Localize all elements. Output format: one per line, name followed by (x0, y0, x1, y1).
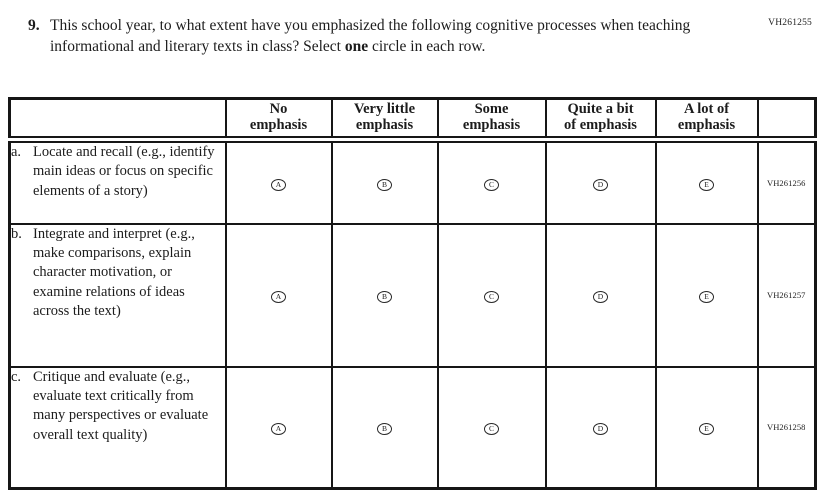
col-header-line: of emphasis (564, 117, 637, 134)
row-c-answer-circle-b[interactable]: B (377, 423, 392, 436)
row-a-answer-circle-b[interactable]: B (377, 178, 392, 191)
table-row-a: a. Locate and recall (e.g., identify mai… (8, 138, 817, 225)
row-b-answer-circle-a[interactable]: A (271, 290, 286, 303)
col-header-line: emphasis (462, 117, 521, 134)
row-b-answer-circle-b[interactable]: B (377, 290, 392, 303)
header-row: No emphasis Very little emphasis Some empha… (8, 97, 817, 144)
table-row-c: c. Critique and evaluate (e.g., evaluate… (8, 365, 817, 490)
col-header-line: Some (474, 101, 509, 118)
col-header-line: A lot of (683, 101, 730, 118)
row-a-answer-circle-a[interactable]: A (271, 178, 286, 191)
table-row-b: b. Integrate and interpret (e.g., make c… (8, 222, 817, 368)
question-text-bold-word: one (344, 38, 369, 56)
row-b-answer-circle-c[interactable]: C (484, 290, 499, 303)
question-text-part2: circle in each row. (368, 38, 486, 56)
col-header-line: Quite a bit (567, 101, 634, 118)
row-c-letter: c. (11, 368, 22, 385)
question-block: 9. This school year, to what extent have… (28, 15, 728, 57)
row-c-answer-circle-e[interactable]: E (699, 423, 714, 436)
question-text-part1: This school year, to what extent have yo… (50, 17, 691, 56)
col-header-line: Very little (353, 101, 416, 118)
row-b-letter: b. (11, 225, 22, 242)
row-b-answer-circle-d[interactable]: D (593, 290, 608, 303)
row-c-label-text: Critique and evaluate (e.g., evaluate te… (33, 368, 209, 443)
header-empty-label-cell (8, 97, 227, 144)
col-header-a-lot-of-emphasis: A lot of emphasis (654, 97, 759, 144)
header-empty-code-cell (756, 97, 817, 144)
row-a-answer-circle-e[interactable]: E (699, 178, 714, 191)
question-number: 9. (28, 17, 40, 34)
form-code-top-right: VH261255 (768, 18, 812, 28)
row-b-label: b. Integrate and interpret (e.g., make c… (8, 222, 227, 368)
col-header-no-emphasis: No emphasis (224, 97, 333, 144)
row-a-label-text: Locate and recall (e.g., identify main i… (33, 144, 215, 199)
row-c-label: c. Critique and evaluate (e.g., evaluate… (8, 365, 227, 490)
col-header-line: No (269, 101, 288, 118)
row-a-answer-circle-c[interactable]: C (484, 178, 499, 191)
row-a-label: a. Locate and recall (e.g., identify mai… (8, 138, 227, 225)
col-header-some-emphasis: Some emphasis (436, 97, 547, 144)
row-c-answer-circle-a[interactable]: A (271, 423, 286, 436)
col-header-quite-a-bit-of-emphasis: Quite a bit of emphasis (544, 97, 657, 144)
row-b-answer-circle-e[interactable]: E (699, 290, 714, 303)
question-text: This school year, to what extent have yo… (50, 15, 718, 57)
row-a-letter: a. (11, 144, 22, 161)
row-b-code: VH261257 (756, 222, 817, 368)
col-header-line: emphasis (355, 117, 414, 134)
row-b-label-text: Integrate and interpret (e.g., make comp… (33, 225, 195, 320)
row-c-answer-circle-d[interactable]: D (593, 423, 608, 436)
col-header-line: emphasis (677, 117, 736, 134)
col-header-very-little-emphasis: Very little emphasis (330, 97, 439, 144)
col-header-line: emphasis (249, 117, 308, 134)
row-a-code: VH261256 (756, 138, 817, 225)
emphasis-matrix-table: No emphasis Very little emphasis Some empha… (8, 97, 817, 491)
row-a-answer-circle-d[interactable]: D (593, 178, 608, 191)
row-c-code: VH261258 (756, 365, 817, 490)
row-c-answer-circle-c[interactable]: C (484, 423, 499, 436)
